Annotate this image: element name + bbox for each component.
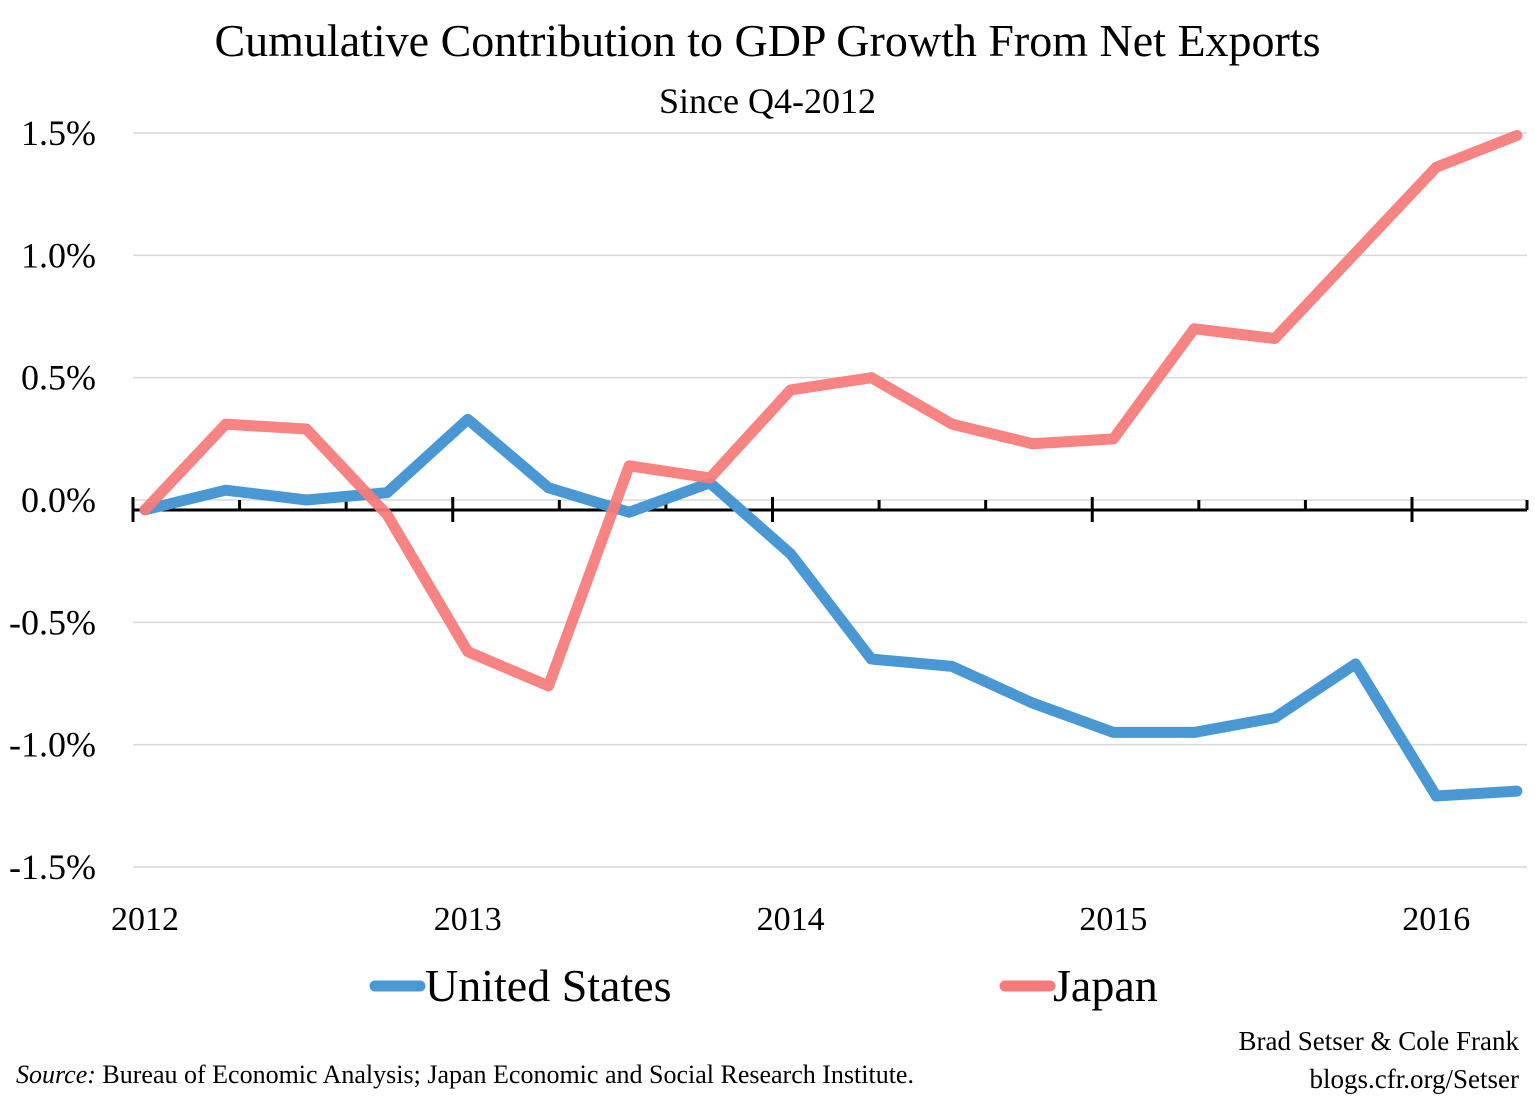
- y-tick-label: 1.5%: [21, 113, 96, 153]
- y-tick-label: -1.5%: [9, 847, 96, 887]
- x-tick-label: 2012: [111, 901, 179, 938]
- x-tick-label: 2014: [757, 901, 825, 938]
- chart-title: Cumulative Contribution to GDP Growth Fr…: [214, 15, 1321, 66]
- site-credit: blogs.cfr.org/Setser: [1309, 1064, 1519, 1094]
- y-tick-label: 0.5%: [21, 358, 96, 398]
- series-line-japan: [139, 129, 1523, 692]
- source-text: Bureau of Economic Analysis; Japan Econo…: [95, 1060, 914, 1089]
- x-tick-label: 2015: [1079, 901, 1147, 938]
- x-tick-label: 2016: [1402, 901, 1470, 938]
- author-credit: Brad Setser & Cole Frank: [1238, 1026, 1519, 1056]
- y-tick-label: -0.5%: [9, 602, 96, 642]
- y-tick-label: 0.0%: [21, 480, 96, 520]
- chart-subtitle: Since Q4-2012: [659, 81, 876, 121]
- y-tick-label: 1.0%: [21, 235, 96, 275]
- source-note: Source: Bureau of Economic Analysis; Jap…: [16, 1060, 914, 1090]
- legend-label: United States: [425, 960, 672, 1011]
- x-tick-label: 2013: [434, 901, 502, 938]
- legend-label: Japan: [1053, 960, 1158, 1011]
- y-tick-label: -1.0%: [9, 725, 96, 765]
- source-label: Source:: [16, 1060, 96, 1089]
